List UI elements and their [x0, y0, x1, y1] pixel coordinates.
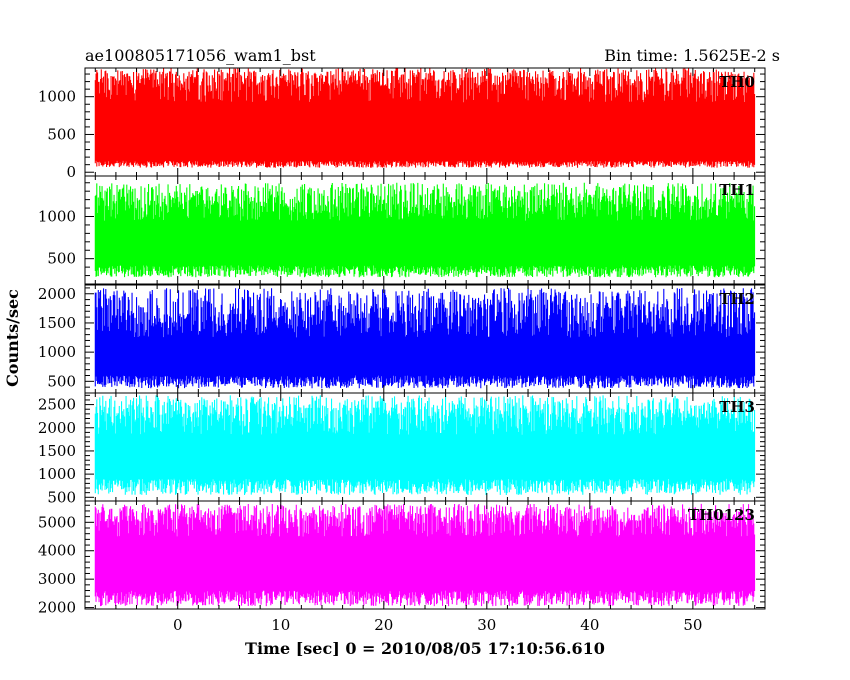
y-tick-label: 2500: [38, 396, 76, 414]
y-tick-label: 0: [66, 163, 76, 181]
series-th1: [94, 182, 756, 278]
panel-label: TH1: [719, 181, 755, 199]
y-axis-label: Counts/sec: [3, 289, 22, 387]
y-tick-label: 3000: [38, 570, 76, 588]
x-tick-label: 50: [683, 616, 702, 634]
y-tick-label: 1000: [38, 88, 76, 106]
y-tick-label: 1000: [38, 465, 76, 483]
bin-time-label: Bin time: 1.5625E-2 s: [604, 46, 780, 65]
y-tick-label: 1500: [38, 314, 76, 332]
x-tick-label: 30: [477, 616, 496, 634]
panel-label: TH0: [719, 73, 755, 91]
panel-label: TH0123: [688, 506, 755, 524]
panel-label: TH2: [719, 290, 755, 308]
y-tick-label: 2000: [38, 285, 76, 303]
panel-th0: 0 500 1000 TH0: [38, 67, 766, 181]
y-tick-label: 4000: [38, 542, 76, 560]
y-tick-label: 500: [47, 250, 76, 268]
x-tick-label: 20: [374, 616, 393, 634]
series-th0123: [94, 503, 756, 607]
x-axis-label: Time [sec] 0 = 2010/08/05 17:10:56.610: [245, 639, 605, 658]
panel-label: TH3: [719, 398, 755, 416]
y-tick-label: 2000: [38, 599, 76, 617]
y-tick-label: 1500: [38, 442, 76, 460]
y-tick-label: 500: [47, 125, 76, 143]
y-tick-label: 5000: [38, 513, 76, 531]
series-th0: [94, 68, 756, 168]
series-th2: [94, 288, 756, 389]
y-tick-label: 1000: [38, 208, 76, 226]
x-tick-label: 0: [173, 616, 183, 634]
chart-title: ae100805171056_wam1_bst: [85, 46, 316, 65]
x-tick-label: 10: [271, 616, 290, 634]
y-tick-label: 500: [47, 372, 76, 390]
y-tick-label: 500: [47, 488, 76, 506]
panel-th3: 500 1000 1500 2000 2500 TH3: [38, 392, 766, 506]
x-tick-label: 40: [580, 616, 599, 634]
panel-th1: 500 1000 TH1: [38, 175, 766, 285]
x-axis-ticks: 0 10 20 30 40 50: [173, 616, 702, 634]
y-tick-label: 2000: [38, 419, 76, 437]
panel-th0123: 2000 3000 4000 5000 TH0123: [38, 500, 766, 617]
series-th3: [94, 395, 756, 495]
y-tick-label: 1000: [38, 343, 76, 361]
panel-th2: 500 1000 1500 2000 TH2: [38, 284, 766, 394]
